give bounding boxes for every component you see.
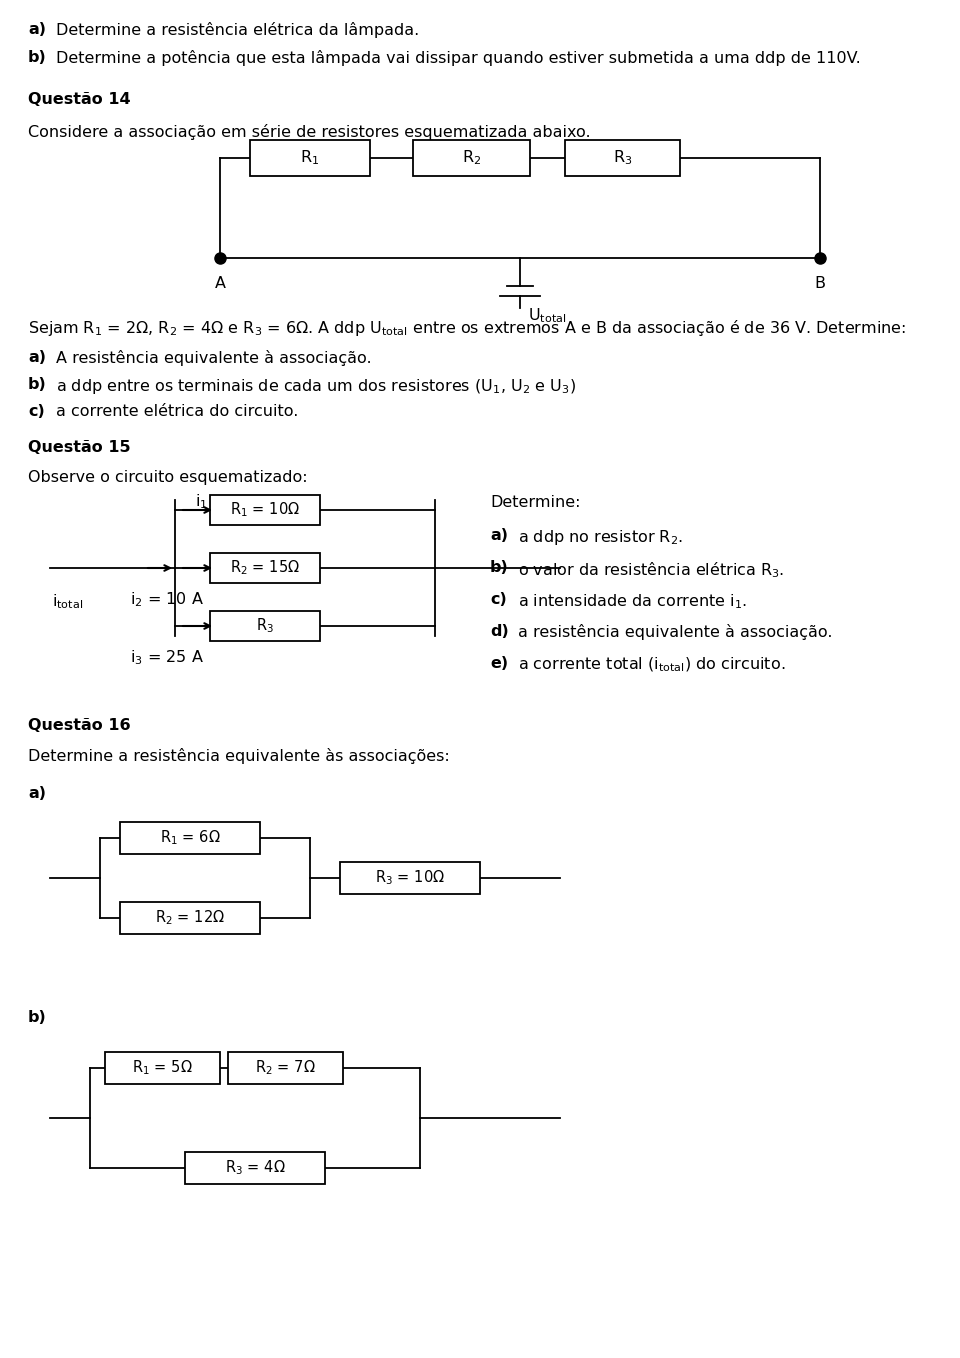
Text: a): a) xyxy=(28,786,46,801)
Bar xyxy=(120,822,260,854)
Bar xyxy=(210,496,320,526)
Text: e): e) xyxy=(490,656,508,671)
Bar xyxy=(565,140,680,177)
Bar xyxy=(185,1152,325,1184)
Text: Questão 14: Questão 14 xyxy=(28,92,131,107)
Text: b): b) xyxy=(28,1010,47,1025)
Bar xyxy=(120,902,260,934)
Text: R$_3$: R$_3$ xyxy=(612,148,633,167)
Text: Questão 16: Questão 16 xyxy=(28,718,131,733)
Text: R$_1$: R$_1$ xyxy=(300,148,320,167)
Text: B: B xyxy=(814,276,826,291)
Text: c): c) xyxy=(490,592,507,607)
Text: b): b) xyxy=(28,378,47,392)
Text: U$_{\mathregular{total}}$: U$_{\mathregular{total}}$ xyxy=(528,306,566,325)
Text: R$_2$: R$_2$ xyxy=(462,148,481,167)
Text: A: A xyxy=(214,276,226,291)
Text: Observe o circuito esquematizado:: Observe o circuito esquematizado: xyxy=(28,470,307,485)
Text: R$_2$ = 12Ω: R$_2$ = 12Ω xyxy=(155,909,225,928)
Bar xyxy=(340,862,480,894)
Text: Determine a potência que esta lâmpada vai dissipar quando estiver submetida a um: Determine a potência que esta lâmpada va… xyxy=(56,50,861,67)
Bar xyxy=(228,1052,343,1084)
Text: R$_2$ = 15Ω: R$_2$ = 15Ω xyxy=(230,558,300,577)
Text: Determine:: Determine: xyxy=(490,496,581,511)
Text: R$_3$ = 10Ω: R$_3$ = 10Ω xyxy=(375,869,445,887)
Text: R$_1$ = 5Ω: R$_1$ = 5Ω xyxy=(132,1059,193,1077)
Text: a intensidade da corrente i$_1$.: a intensidade da corrente i$_1$. xyxy=(518,592,747,611)
Text: c): c) xyxy=(28,403,45,420)
Text: Considere a associação em série de resistores esquematizada abaixo.: Considere a associação em série de resis… xyxy=(28,124,590,140)
Text: A resistência equivalente à associação.: A resistência equivalente à associação. xyxy=(56,350,372,367)
Text: R$_2$ = 7Ω: R$_2$ = 7Ω xyxy=(255,1059,316,1077)
Text: Questão 15: Questão 15 xyxy=(28,440,131,455)
Bar xyxy=(413,140,530,177)
Text: i$_{\mathregular{total}}$: i$_{\mathregular{total}}$ xyxy=(52,592,84,611)
Text: Determine a resistência equivalente às associações:: Determine a resistência equivalente às a… xyxy=(28,748,449,765)
Text: R$_3$ = 4Ω: R$_3$ = 4Ω xyxy=(225,1158,285,1177)
Text: Sejam R$_1$ = 2Ω, R$_2$ = 4Ω e R$_3$ = 6Ω. A ddp U$_{\mathregular{total}}$ entre: Sejam R$_1$ = 2Ω, R$_2$ = 4Ω e R$_3$ = 6… xyxy=(28,318,906,338)
Text: i$_3$ = 25 A: i$_3$ = 25 A xyxy=(130,648,204,667)
Text: Determine a resistência elétrica da lâmpada.: Determine a resistência elétrica da lâmp… xyxy=(56,22,420,38)
Text: a): a) xyxy=(28,350,46,365)
Text: o valor da resistência elétrica R$_3$.: o valor da resistência elétrica R$_3$. xyxy=(518,559,784,580)
Bar xyxy=(210,611,320,641)
Bar xyxy=(250,140,370,177)
Text: i$_1$: i$_1$ xyxy=(195,492,207,511)
Text: a): a) xyxy=(490,528,508,543)
Text: R$_1$ = 10Ω: R$_1$ = 10Ω xyxy=(230,501,300,519)
Text: i$_2$ = 10 A: i$_2$ = 10 A xyxy=(130,589,204,608)
Text: b): b) xyxy=(490,559,509,574)
Text: R$_1$ = 6Ω: R$_1$ = 6Ω xyxy=(159,828,220,847)
Text: b): b) xyxy=(28,50,47,65)
Text: a ddp no resistor R$_2$.: a ddp no resistor R$_2$. xyxy=(518,528,683,547)
Bar xyxy=(210,553,320,583)
Text: a): a) xyxy=(28,22,46,37)
Bar xyxy=(105,1052,220,1084)
Text: a resistência equivalente à associação.: a resistência equivalente à associação. xyxy=(518,623,832,640)
Text: a corrente total (i$_{\mathregular{total}}$) do circuito.: a corrente total (i$_{\mathregular{total… xyxy=(518,656,785,675)
Text: a corrente elétrica do circuito.: a corrente elétrica do circuito. xyxy=(56,403,299,420)
Text: R$_3$: R$_3$ xyxy=(256,617,274,636)
Text: a ddp entre os terminais de cada um dos resistores (U$_1$, U$_2$ e U$_3$): a ddp entre os terminais de cada um dos … xyxy=(56,378,576,397)
Text: d): d) xyxy=(490,623,509,640)
